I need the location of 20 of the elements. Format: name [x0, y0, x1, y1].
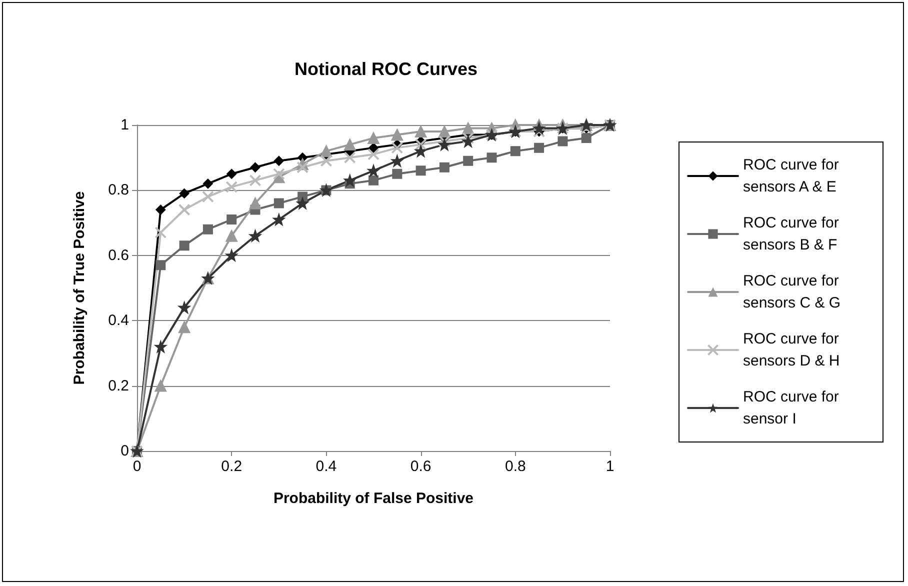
y-tick-label: 0: [120, 442, 129, 460]
y-tick-label: 0.8: [108, 182, 129, 199]
legend-label: ROC curve for sensors A & E: [743, 156, 844, 196]
x-tick-label: 1: [606, 458, 614, 475]
legend-label: ROC curve for sensors C & G: [743, 272, 844, 312]
x-tick-label: 0.2: [221, 458, 242, 475]
y-tick-label: 0.4: [108, 312, 129, 330]
x-axis-title: Probability of False Positive: [273, 490, 474, 507]
y-axis-title: Probability of True Positive: [71, 191, 88, 385]
y-tick-label: 1: [120, 116, 129, 134]
x-tick-label: 0.6: [410, 458, 432, 475]
x-tick-label: 0.4: [316, 458, 337, 475]
legend-label: ROC curve for sensors D & H: [743, 330, 844, 370]
x-tick-label: 0: [132, 458, 142, 475]
chart-title: Notional ROC Curves: [294, 59, 478, 79]
y-tick-label: 0.2: [108, 377, 129, 394]
x-tick-label: 0.8: [504, 458, 526, 475]
legend-label: ROC curve for sensor I: [743, 388, 844, 428]
legend-label: ROC curve for sensors B & F: [743, 214, 844, 254]
y-tick-label: 0.6: [108, 246, 129, 264]
